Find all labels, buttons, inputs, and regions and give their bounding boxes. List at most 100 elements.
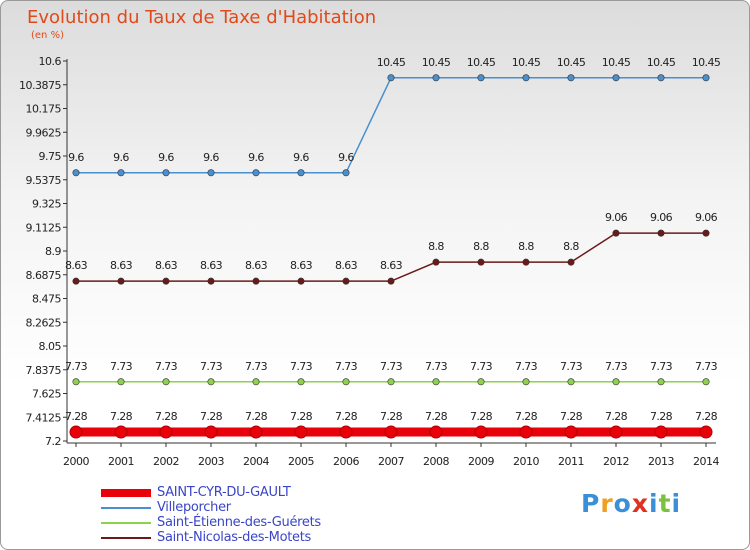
data-point xyxy=(342,378,350,386)
data-point xyxy=(117,277,125,285)
data-point xyxy=(117,378,125,386)
data-point xyxy=(342,277,350,285)
data-point xyxy=(159,425,173,439)
data-point xyxy=(342,169,350,177)
data-label: 10.45 xyxy=(512,56,541,69)
data-point xyxy=(297,277,305,285)
x-tick-label: 2001 xyxy=(108,455,134,468)
data-point xyxy=(72,378,80,386)
y-tick-label: 9.325 xyxy=(32,198,61,211)
x-tick-label: 2000 xyxy=(63,455,89,468)
data-point xyxy=(204,425,218,439)
data-point xyxy=(477,378,485,386)
series-group: 9.6 9.6 9.6 9.6 9.6 9.6 9.6 10.45 10.45 10.45 10.4… xyxy=(65,56,721,439)
data-label: 8.63 xyxy=(200,259,223,272)
data-point xyxy=(249,425,263,439)
data-label: 7.28 xyxy=(65,410,88,423)
legend-label: SAINT-CYR-DU-GAULT xyxy=(157,485,291,500)
data-label: 7.73 xyxy=(695,360,718,373)
y-tick-label: 10.175 xyxy=(26,103,62,116)
data-point xyxy=(384,425,398,439)
data-label: 10.45 xyxy=(377,56,406,69)
data-label: 9.6 xyxy=(68,151,84,164)
y-axis-ticks: 10.6 10.3875 10.175 9.9625 9.75 9.5375 9.325 9.… xyxy=(19,55,67,448)
data-label: 7.28 xyxy=(560,410,583,423)
data-point xyxy=(432,258,440,266)
data-label: 7.73 xyxy=(560,360,583,373)
data-point xyxy=(522,378,530,386)
data-label: 8.63 xyxy=(110,259,133,272)
logo-letter: i xyxy=(649,489,659,518)
data-label: 7.28 xyxy=(200,410,223,423)
data-point xyxy=(207,378,215,386)
x-tick-label: 2008 xyxy=(423,455,449,468)
data-label: 7.28 xyxy=(695,410,718,423)
data-label: 10.45 xyxy=(602,56,631,69)
x-tick-label: 2002 xyxy=(153,455,179,468)
legend-label: Villeporcher xyxy=(157,500,231,515)
data-point xyxy=(69,425,83,439)
data-point xyxy=(429,425,443,439)
x-tick-label: 2003 xyxy=(198,455,224,468)
y-tick-label: 10.6 xyxy=(39,55,62,68)
logo-letter: r xyxy=(600,489,614,518)
data-label: 7.28 xyxy=(245,410,268,423)
data-point xyxy=(72,169,80,177)
data-point xyxy=(432,378,440,386)
data-label: 10.45 xyxy=(692,56,721,69)
y-tick-label: 8.05 xyxy=(39,340,62,353)
x-axis-ticks: 2000 2001 2002 2003 2004 2005 2006 2007 2008 2009… xyxy=(63,443,720,468)
data-point xyxy=(162,277,170,285)
legend-swatch xyxy=(101,489,151,497)
data-label: 8.8 xyxy=(428,240,444,253)
legend-swatch xyxy=(101,537,151,539)
data-point xyxy=(564,425,578,439)
logo-letter: P xyxy=(581,489,601,518)
y-tick-label: 9.75 xyxy=(39,150,62,163)
x-tick-label: 2014 xyxy=(693,455,719,468)
x-tick-label: 2012 xyxy=(603,455,629,468)
data-label: 10.45 xyxy=(647,56,676,69)
data-point xyxy=(117,169,125,177)
data-label: 9.6 xyxy=(203,151,219,164)
series-saint-cyr-du-gault: 7.28 7.28 7.28 7.28 7.28 7.28 7.28 7.28 7.28 7.28… xyxy=(65,410,718,439)
data-point xyxy=(519,425,533,439)
x-tick-label: 2009 xyxy=(468,455,494,468)
data-point xyxy=(297,378,305,386)
data-label: 7.28 xyxy=(515,410,538,423)
data-point xyxy=(702,74,710,82)
data-label: 10.45 xyxy=(422,56,451,69)
data-point xyxy=(522,258,530,266)
data-label: 7.73 xyxy=(470,360,493,373)
y-tick-label: 7.2 xyxy=(45,435,61,448)
data-point xyxy=(252,169,260,177)
data-label: 7.73 xyxy=(425,360,448,373)
data-point xyxy=(567,74,575,82)
data-label: 7.28 xyxy=(425,410,448,423)
data-point xyxy=(162,169,170,177)
y-tick-label: 8.9 xyxy=(45,245,61,258)
data-point xyxy=(477,258,485,266)
data-label: 7.73 xyxy=(515,360,538,373)
data-point xyxy=(207,169,215,177)
data-point xyxy=(474,425,488,439)
data-label: 9.6 xyxy=(338,151,354,164)
data-label: 8.8 xyxy=(518,240,534,253)
data-point xyxy=(612,378,620,386)
data-label: 8.63 xyxy=(65,259,88,272)
data-point xyxy=(207,277,215,285)
legend-swatch xyxy=(101,522,151,524)
y-tick-label: 9.9625 xyxy=(26,126,62,139)
logo-letter: i xyxy=(671,489,682,518)
data-label: 8.63 xyxy=(290,259,313,272)
data-label: 9.6 xyxy=(158,151,174,164)
proxiti-logo: Proxiti xyxy=(581,489,681,518)
data-label: 8.8 xyxy=(473,240,489,253)
data-point xyxy=(657,74,665,82)
data-point xyxy=(252,378,260,386)
data-point xyxy=(297,169,305,177)
series-saint-tienne-des-gu-rets: 7.73 7.73 7.73 7.73 7.73 7.73 7.73 7.73 7.73 7.73… xyxy=(65,360,718,386)
data-label: 7.73 xyxy=(650,360,673,373)
data-label: 8.63 xyxy=(335,259,358,272)
logo-letter: t xyxy=(658,489,672,518)
